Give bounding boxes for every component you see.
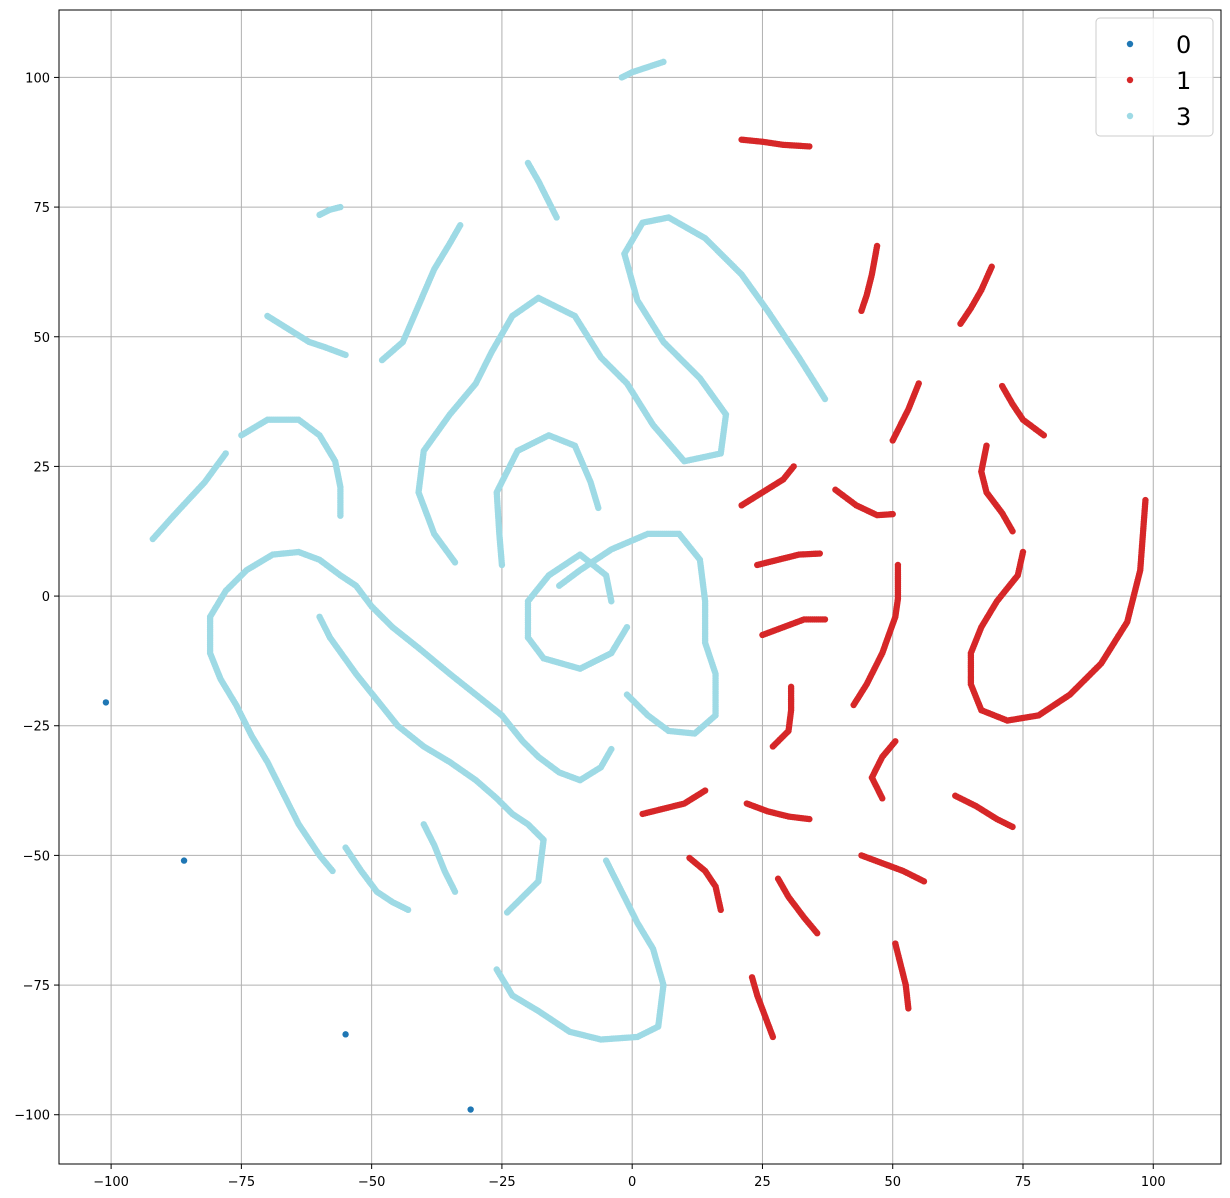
data-point bbox=[813, 930, 821, 937]
y-tick-label: 50 bbox=[33, 331, 50, 346]
data-point bbox=[623, 623, 631, 631]
grid-layer bbox=[59, 10, 1221, 1164]
data-point bbox=[806, 815, 813, 823]
data-point bbox=[769, 1033, 777, 1041]
y-tick-label: 75 bbox=[33, 201, 50, 216]
data-point bbox=[915, 380, 922, 387]
legend-marker bbox=[1126, 112, 1134, 120]
data-point bbox=[222, 450, 229, 457]
data-point bbox=[850, 701, 857, 709]
series-1 bbox=[639, 136, 1149, 1041]
data-point bbox=[457, 222, 464, 229]
data-point bbox=[493, 966, 500, 973]
data-point bbox=[701, 787, 709, 794]
y-tick-label: −100 bbox=[14, 1109, 50, 1124]
y-tick-label: 25 bbox=[33, 460, 50, 475]
data-point bbox=[451, 888, 459, 895]
data-point bbox=[821, 395, 829, 403]
legend-marker bbox=[1126, 76, 1134, 84]
data-point bbox=[1040, 432, 1048, 439]
y-tick-label: 100 bbox=[25, 71, 50, 86]
data-point bbox=[717, 906, 724, 914]
data-point bbox=[503, 909, 511, 916]
x-tick-label: −50 bbox=[358, 1175, 385, 1190]
x-tick-label: 100 bbox=[1141, 1175, 1166, 1190]
data-point bbox=[556, 582, 563, 589]
plot-frame bbox=[58, 9, 1222, 1165]
data-point bbox=[180, 857, 188, 864]
data-point bbox=[102, 699, 110, 706]
x-tick-label: 75 bbox=[1015, 1175, 1032, 1190]
y-tick-label: 0 bbox=[42, 590, 50, 605]
points-layer bbox=[102, 58, 1149, 1113]
data-point bbox=[342, 1031, 349, 1038]
data-point bbox=[337, 203, 344, 211]
data-point bbox=[879, 795, 886, 802]
series-3 bbox=[149, 58, 829, 1043]
x-tick-label: 0 bbox=[628, 1175, 636, 1190]
data-point bbox=[467, 1106, 474, 1113]
legend-label: 0 bbox=[1176, 31, 1191, 59]
legend-marker bbox=[1126, 40, 1134, 48]
legend-box bbox=[1095, 17, 1214, 137]
data-point bbox=[337, 512, 344, 519]
data-point bbox=[553, 214, 560, 221]
data-point bbox=[1142, 496, 1149, 504]
series-0 bbox=[102, 699, 474, 1113]
ticks-layer: −100 −75 −50 −25 0 25 50 75 100 −100 −75 −50 −25 0 25 5… bbox=[14, 71, 1165, 1190]
data-point bbox=[660, 58, 667, 66]
x-tick-label: −100 bbox=[93, 1175, 129, 1190]
data-point bbox=[1009, 823, 1016, 831]
legend-label: 1 bbox=[1176, 67, 1191, 95]
x-tick-label: −25 bbox=[488, 1175, 515, 1190]
data-point bbox=[595, 504, 602, 512]
data-point bbox=[889, 510, 896, 518]
data-point bbox=[404, 906, 412, 914]
data-point bbox=[988, 263, 995, 270]
data-point bbox=[816, 550, 823, 557]
data-point bbox=[873, 242, 881, 250]
y-tick-label: −25 bbox=[23, 720, 50, 735]
legend: 0 1 3 bbox=[1095, 17, 1214, 137]
y-tick-label: −75 bbox=[23, 979, 50, 994]
data-point bbox=[920, 878, 928, 885]
legend-label: 3 bbox=[1176, 103, 1191, 131]
data-point bbox=[329, 867, 336, 875]
data-point bbox=[787, 683, 795, 691]
data-point bbox=[342, 351, 349, 359]
x-tick-label: 50 bbox=[884, 1175, 901, 1190]
y-tick-label: −50 bbox=[23, 849, 50, 864]
data-point bbox=[806, 143, 813, 150]
data-point bbox=[821, 616, 829, 623]
x-tick-label: −75 bbox=[228, 1175, 255, 1190]
data-point bbox=[905, 1005, 912, 1012]
data-point bbox=[790, 463, 797, 470]
x-tick-label: 25 bbox=[754, 1175, 771, 1190]
data-point bbox=[1009, 528, 1016, 535]
